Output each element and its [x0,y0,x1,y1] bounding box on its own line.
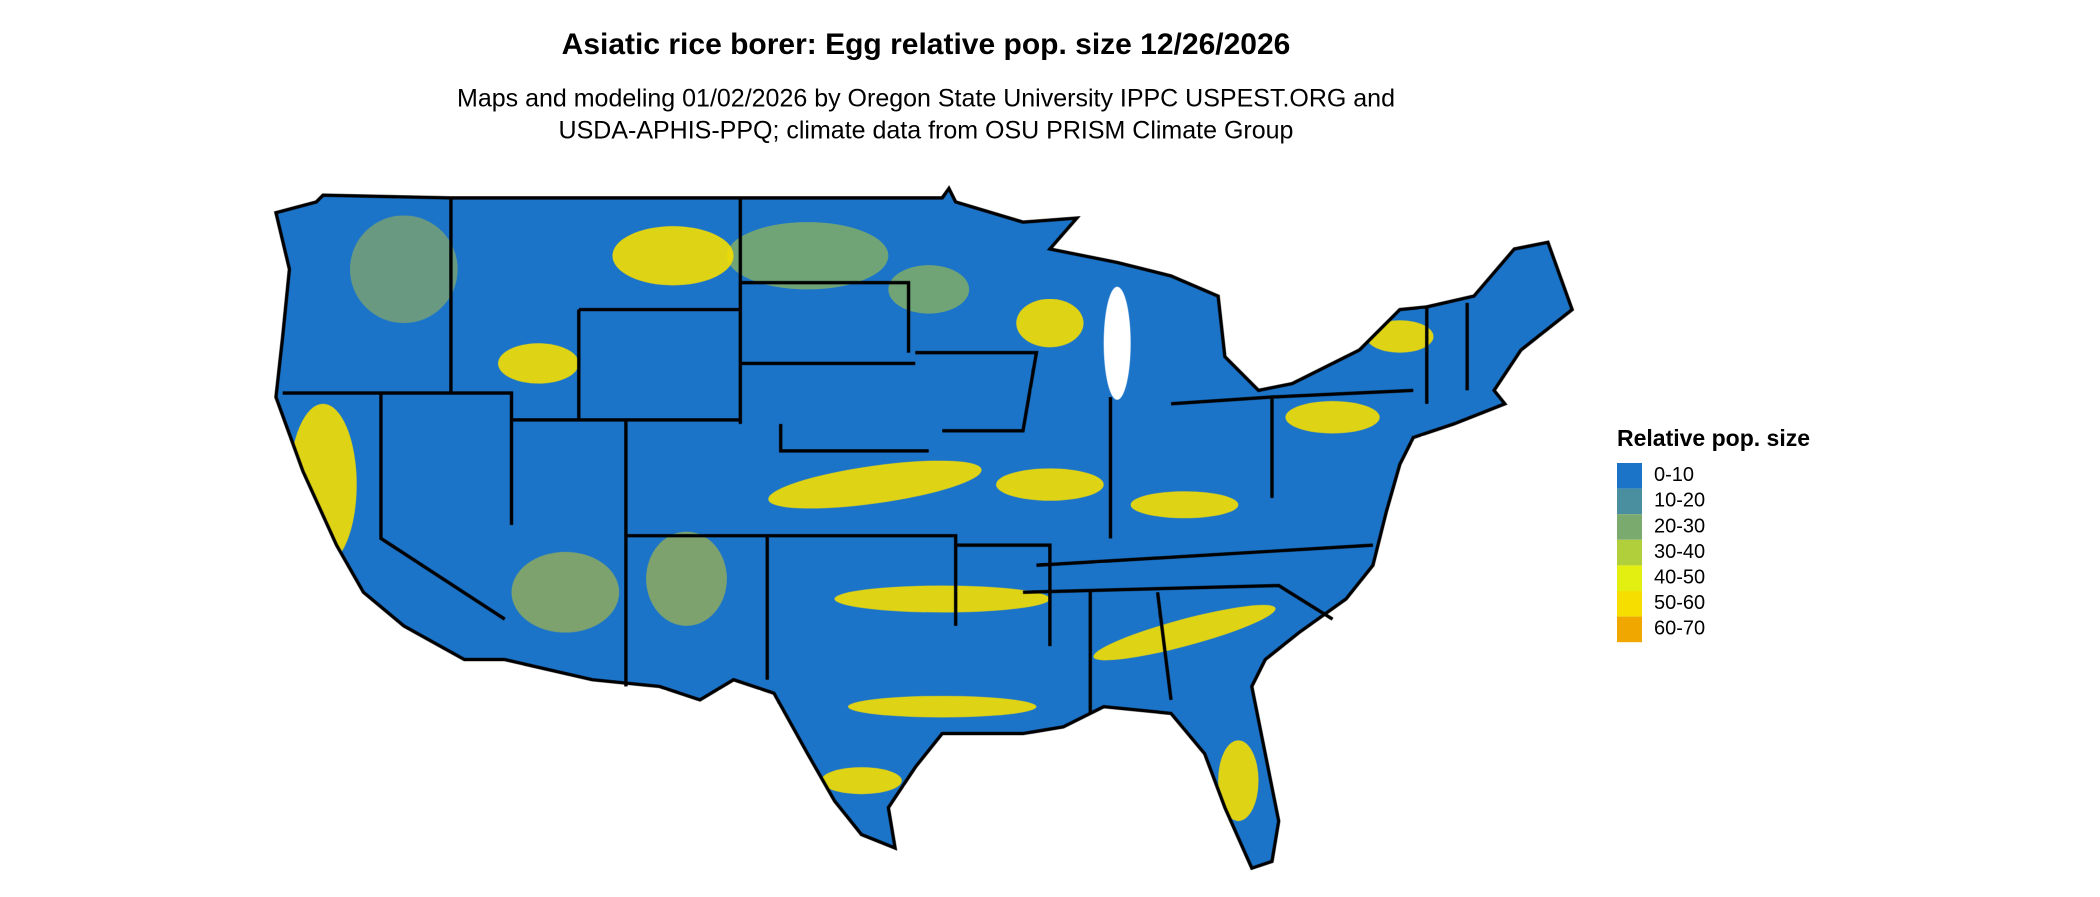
legend-label: 0-10 [1654,464,1694,486]
legend-title: Relative pop. size [1617,425,1810,451]
legend-swatch [1617,616,1642,643]
map-title: Asiatic rice borer: Egg relative pop. si… [562,28,1291,61]
map-subtitle: USDA-APHIS-PPQ; climate data from OSU PR… [559,117,1294,145]
state-borders [274,186,1574,870]
us-map [274,186,1574,870]
legend-label: 60-70 [1654,618,1705,640]
suitability-patches [289,215,1434,822]
legend-label: 50-60 [1654,592,1705,614]
legend-swatch [1617,488,1642,515]
legend-swatch [1617,539,1642,566]
legend-label: 10-20 [1654,490,1705,512]
map-subtitle: Maps and modeling 01/02/2026 by Oregon S… [457,85,1395,113]
legend-label: 30-40 [1654,541,1705,563]
legend: 0-10 10-20 20-30 30-40 40-50 50-60 60-70 [1617,463,1705,643]
legend-label: 40-50 [1654,566,1705,588]
legend-label: 20-30 [1654,515,1705,537]
legend-swatch [1617,565,1642,591]
legend-swatch [1617,514,1642,540]
legend-swatch [1617,591,1642,617]
legend-swatch [1617,463,1642,489]
